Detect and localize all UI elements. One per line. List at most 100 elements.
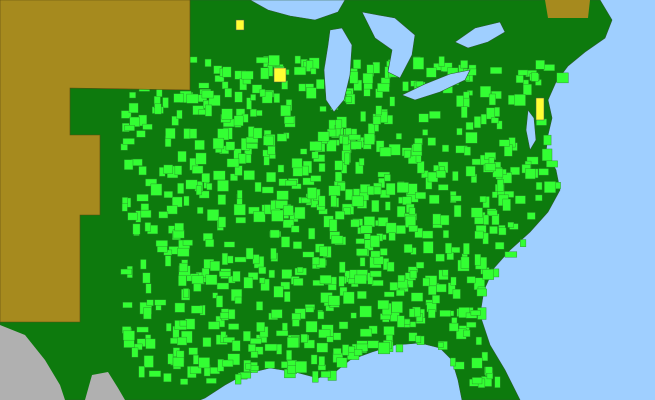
county-spot <box>362 73 374 84</box>
county-spot <box>384 174 391 182</box>
county-spot <box>205 104 213 117</box>
county-spot <box>450 357 456 367</box>
county-spot <box>174 165 182 176</box>
county-spot <box>525 168 536 180</box>
county-spot <box>127 212 138 221</box>
county-spot <box>471 357 483 369</box>
county-spot <box>260 67 270 80</box>
county-spot <box>416 261 425 269</box>
county-spot <box>121 110 132 119</box>
county-spot <box>373 256 384 265</box>
county-spot <box>183 128 191 139</box>
county-spot <box>283 205 294 216</box>
county-spot <box>502 198 511 211</box>
county-spot <box>482 269 494 280</box>
county-spot <box>379 147 392 157</box>
county-spot <box>302 251 315 258</box>
county-spot <box>145 338 156 349</box>
county-spot <box>281 269 293 279</box>
county-spot <box>264 343 278 352</box>
county-spot <box>422 277 430 287</box>
county-spot <box>165 255 172 267</box>
county-spot <box>276 330 289 337</box>
county-spot <box>183 288 189 298</box>
county-spot <box>205 274 218 285</box>
county-spot <box>167 353 174 365</box>
county-spot <box>450 276 457 286</box>
county-spot <box>216 282 229 290</box>
county-spot <box>473 116 481 129</box>
county-spot <box>412 143 423 152</box>
county-spot <box>150 183 163 196</box>
county-spot <box>136 194 149 202</box>
county-spot <box>354 349 363 356</box>
county-spot <box>423 241 434 254</box>
county-spot <box>334 211 345 220</box>
county-spot <box>370 250 381 258</box>
county-spot <box>319 246 328 257</box>
county-spot <box>191 305 203 314</box>
county-spot <box>402 196 412 205</box>
county-spot <box>122 302 133 309</box>
county-spot <box>224 88 232 98</box>
county-spot <box>432 213 441 225</box>
county-spot <box>142 123 153 130</box>
county-spot <box>310 354 318 365</box>
county-spot <box>267 145 276 155</box>
county-spot <box>217 194 226 205</box>
county-spot <box>523 84 532 96</box>
county-spot <box>476 288 487 297</box>
county-spot <box>526 156 539 165</box>
county-spot <box>474 253 481 266</box>
county-spot <box>432 295 440 304</box>
county-spot <box>384 291 395 298</box>
county-spot <box>264 361 275 369</box>
county-spot <box>209 260 221 272</box>
county-spot <box>388 232 396 241</box>
county-spot <box>331 235 344 245</box>
county-spot <box>206 183 213 191</box>
county-spot <box>312 256 320 266</box>
county-spot <box>510 166 520 176</box>
county-spot <box>391 301 403 314</box>
county-spot <box>360 225 373 234</box>
county-spot <box>316 79 325 90</box>
county-spot <box>281 236 290 248</box>
county-spot <box>307 187 317 200</box>
county-spot <box>183 195 190 206</box>
highlighted-counties <box>235 19 545 121</box>
county-spot <box>491 117 499 124</box>
county-spot <box>484 163 496 172</box>
county-spot <box>463 146 471 156</box>
county-spot <box>428 285 437 296</box>
county-spot <box>427 137 436 146</box>
lake-superior <box>249 0 346 21</box>
county-spot <box>358 158 365 166</box>
county-spot <box>287 365 297 374</box>
county-spot <box>396 289 405 297</box>
county-spot <box>230 173 238 181</box>
county-spot <box>471 207 483 218</box>
western-states <box>0 0 191 323</box>
county-spot <box>234 296 242 304</box>
county-spot <box>306 87 317 99</box>
county-spot <box>294 206 306 220</box>
county-spot <box>496 120 503 130</box>
county-spot <box>295 361 307 373</box>
county-spot <box>269 229 280 239</box>
county-spot <box>403 244 413 253</box>
county-spot <box>442 230 449 239</box>
county-spot <box>308 227 316 240</box>
county-spot <box>231 340 241 352</box>
county-spot <box>176 109 183 119</box>
county-spot <box>496 179 504 192</box>
county-spot <box>363 233 371 240</box>
county-spot <box>238 153 247 164</box>
county-spot <box>206 378 217 384</box>
county-spot <box>465 166 476 177</box>
county-spot <box>286 349 292 361</box>
county-spot <box>486 209 498 216</box>
lake-huron <box>361 11 416 79</box>
county-spot <box>122 330 135 341</box>
county-spot <box>377 300 390 310</box>
